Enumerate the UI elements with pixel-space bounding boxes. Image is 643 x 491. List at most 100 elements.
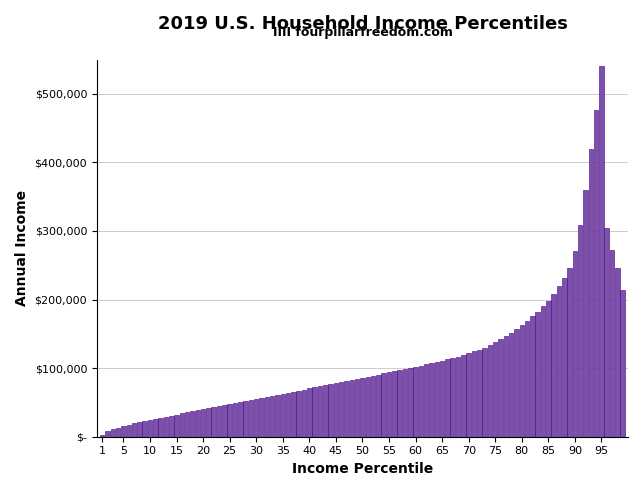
Bar: [546, 300, 550, 436]
Bar: [307, 388, 312, 436]
Bar: [105, 432, 110, 436]
Bar: [530, 316, 535, 436]
Y-axis label: Annual Income: Annual Income: [15, 190, 29, 306]
Bar: [350, 380, 354, 436]
Bar: [334, 383, 338, 436]
Bar: [552, 294, 556, 436]
Bar: [487, 345, 492, 436]
Bar: [397, 370, 402, 436]
Bar: [440, 361, 444, 436]
Bar: [100, 435, 104, 436]
Bar: [360, 378, 365, 436]
Bar: [164, 417, 168, 436]
Bar: [228, 404, 232, 436]
Bar: [562, 277, 566, 436]
Bar: [312, 387, 317, 436]
Bar: [143, 421, 147, 436]
Bar: [520, 325, 524, 436]
Bar: [249, 400, 253, 436]
Bar: [376, 375, 381, 436]
Bar: [381, 374, 386, 436]
Bar: [466, 353, 471, 436]
Bar: [116, 428, 120, 436]
Bar: [111, 430, 115, 436]
Bar: [525, 321, 529, 436]
Bar: [456, 356, 460, 436]
Bar: [233, 403, 237, 436]
Bar: [318, 386, 322, 436]
Bar: [169, 415, 174, 436]
Bar: [137, 422, 141, 436]
Bar: [158, 418, 163, 436]
Bar: [344, 381, 349, 436]
Bar: [493, 342, 498, 436]
Bar: [461, 355, 466, 436]
Text: IIII fourpillarfreedom.com: IIII fourpillarfreedom.com: [273, 26, 453, 39]
Bar: [212, 407, 216, 436]
Bar: [302, 389, 306, 436]
Bar: [615, 268, 620, 436]
Bar: [286, 393, 291, 436]
Bar: [185, 412, 190, 436]
X-axis label: Income Percentile: Income Percentile: [292, 462, 433, 476]
Bar: [604, 227, 609, 436]
Bar: [371, 376, 376, 436]
Bar: [599, 66, 604, 436]
Bar: [541, 306, 545, 436]
Bar: [195, 410, 200, 436]
Bar: [329, 384, 333, 436]
Bar: [217, 406, 221, 436]
Bar: [222, 405, 226, 436]
Bar: [339, 382, 343, 436]
Bar: [557, 286, 561, 436]
Bar: [403, 369, 407, 436]
Bar: [445, 359, 449, 436]
Bar: [148, 420, 152, 436]
Bar: [254, 399, 258, 436]
Bar: [477, 350, 482, 436]
Bar: [386, 372, 391, 436]
Bar: [259, 398, 264, 436]
Bar: [424, 364, 428, 436]
Bar: [174, 414, 179, 436]
Bar: [296, 391, 301, 436]
Bar: [243, 401, 248, 436]
Bar: [291, 392, 296, 436]
Bar: [482, 348, 487, 436]
Bar: [238, 402, 242, 436]
Bar: [275, 395, 280, 436]
Bar: [567, 268, 572, 436]
Bar: [573, 250, 577, 436]
Bar: [583, 191, 588, 436]
Bar: [179, 413, 184, 436]
Bar: [435, 362, 439, 436]
Bar: [355, 379, 359, 436]
Bar: [190, 411, 195, 436]
Bar: [430, 363, 434, 436]
Bar: [323, 385, 327, 436]
Bar: [265, 397, 269, 436]
Bar: [610, 250, 614, 436]
Bar: [509, 332, 513, 436]
Bar: [451, 358, 455, 436]
Bar: [472, 352, 476, 436]
Bar: [280, 394, 285, 436]
Bar: [419, 366, 423, 436]
Title: 2019 U.S. Household Income Percentiles: 2019 U.S. Household Income Percentiles: [158, 15, 567, 33]
Bar: [408, 368, 413, 436]
Bar: [413, 367, 418, 436]
Bar: [132, 423, 136, 436]
Bar: [153, 419, 158, 436]
Bar: [498, 339, 503, 436]
Bar: [536, 312, 540, 436]
Bar: [121, 426, 126, 436]
Bar: [201, 409, 205, 436]
Bar: [392, 371, 397, 436]
Bar: [578, 225, 583, 436]
Bar: [594, 110, 599, 436]
Bar: [503, 336, 508, 436]
Bar: [620, 290, 625, 436]
Bar: [588, 149, 593, 436]
Bar: [270, 396, 275, 436]
Bar: [206, 408, 211, 436]
